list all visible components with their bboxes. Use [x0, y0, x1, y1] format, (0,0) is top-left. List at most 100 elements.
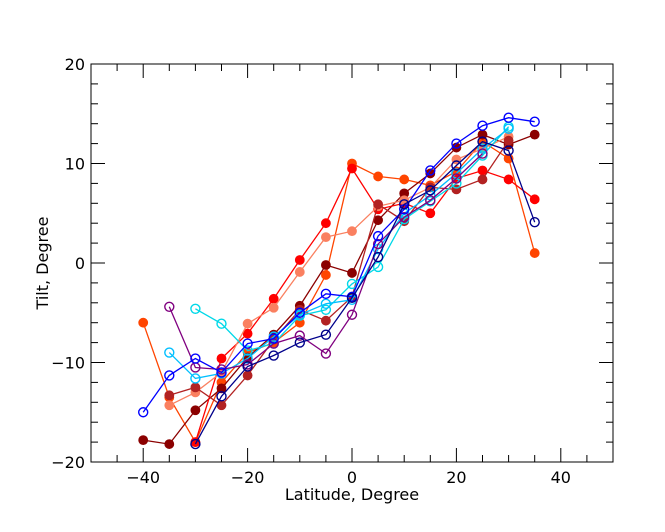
- series-7-point: [320, 298, 332, 309]
- series-10-point: [294, 337, 305, 348]
- series-4-point: [347, 226, 357, 237]
- series-10-point: [242, 361, 253, 372]
- series-4-point: [164, 400, 175, 411]
- series-10: [190, 136, 540, 450]
- series-4-point: [242, 318, 253, 329]
- x-tick-label: 40: [551, 468, 571, 487]
- tick-labels: −40 −20 0 20 40 −20 −10 0 10 20: [51, 55, 571, 487]
- series-3-point: [425, 208, 436, 219]
- series-8-point: [451, 173, 462, 184]
- series-9-point: [503, 112, 514, 123]
- x-tick-label: −40: [126, 468, 160, 487]
- series-2-point: [216, 383, 227, 394]
- series-6-point: [216, 318, 227, 329]
- series-9-point: [372, 230, 384, 242]
- series-3-point: [347, 163, 357, 174]
- series-5-point: [164, 390, 175, 401]
- series-9-point: [451, 138, 462, 149]
- series-9-point: [268, 333, 279, 344]
- series-8-point: [477, 148, 488, 159]
- series-7-point: [190, 373, 201, 384]
- series-1-point: [529, 248, 540, 258]
- series-2-point: [164, 439, 175, 449]
- y-tick-label: 0: [75, 254, 85, 273]
- series-9-point: [164, 370, 175, 381]
- series-8-point: [320, 348, 332, 359]
- series-8-point: [372, 238, 384, 250]
- series-9-point: [137, 407, 149, 418]
- series-5-point: [242, 370, 253, 381]
- series-3-point: [242, 328, 253, 339]
- series-1-point: [294, 317, 305, 328]
- series-2-point: [425, 168, 436, 179]
- series-7-point: [242, 353, 253, 364]
- series-10-point: [477, 136, 488, 147]
- y-tick-label: −10: [51, 354, 85, 373]
- series-9-point: [425, 165, 436, 176]
- series-8-point: [294, 330, 305, 341]
- y-tick-label: 10: [65, 155, 85, 174]
- series-8-point: [425, 195, 436, 206]
- series-10-point: [190, 438, 201, 450]
- series-1-point: [373, 171, 384, 182]
- series-7-point: [503, 123, 514, 134]
- series-9-point: [477, 120, 488, 131]
- series-10-point: [372, 251, 384, 263]
- series-1-point: [320, 270, 331, 280]
- series-2-point: [320, 260, 331, 270]
- series-2-point: [347, 268, 357, 278]
- series-6-point: [320, 304, 332, 315]
- series-4-point: [294, 267, 305, 277]
- series-3-point: [268, 293, 279, 304]
- series-6-point: [346, 278, 358, 290]
- series-9-point: [242, 338, 253, 349]
- series-5-point: [373, 199, 384, 210]
- series-10-point: [216, 391, 227, 402]
- series-10-point: [529, 217, 540, 228]
- series-10-point: [503, 145, 514, 156]
- series-9-point: [320, 288, 332, 300]
- x-tick-label: 20: [446, 468, 466, 487]
- series-9-point: [529, 116, 540, 127]
- series-9-point: [294, 307, 305, 318]
- series-8-point: [346, 309, 358, 320]
- series-9: [137, 112, 540, 418]
- series-6-point: [242, 345, 253, 356]
- series-4-point: [320, 232, 331, 243]
- series-7-point: [164, 347, 175, 358]
- series-10-point: [320, 329, 332, 340]
- series-6-point: [190, 303, 201, 314]
- series-10-point: [399, 199, 410, 210]
- series-8-point: [399, 212, 410, 223]
- series-6-point: [372, 261, 384, 273]
- series-3-point: [294, 255, 305, 265]
- series-10-point: [346, 292, 358, 304]
- x-tick-label: 0: [347, 468, 357, 487]
- series-5-point: [503, 135, 514, 146]
- series-8-point: [164, 301, 175, 312]
- series-1-point: [138, 317, 149, 328]
- series-5-point: [477, 174, 488, 185]
- y-axis-title: Tilt, Degree: [33, 217, 52, 311]
- series-9-point: [190, 353, 201, 364]
- series-8-line: [168, 153, 483, 371]
- series-9-point: [216, 367, 227, 378]
- x-axis-title: Latitude, Degree: [285, 485, 419, 504]
- series-1-point: [399, 174, 410, 185]
- x-tick-label: −20: [231, 468, 265, 487]
- y-tick-label: −20: [51, 453, 85, 472]
- series-3-point: [320, 218, 331, 229]
- series-2-point: [190, 405, 201, 416]
- series-3-point: [503, 174, 514, 185]
- series-7-point: [477, 143, 488, 154]
- series-2-point: [138, 435, 149, 446]
- plot-frame: [90, 63, 614, 463]
- series-5-point: [190, 382, 201, 393]
- series-2-point: [529, 129, 540, 140]
- y-tick-label: 20: [65, 55, 85, 74]
- series-3-point: [216, 353, 227, 364]
- series-1-line: [142, 140, 536, 444]
- series-10-point: [451, 160, 462, 171]
